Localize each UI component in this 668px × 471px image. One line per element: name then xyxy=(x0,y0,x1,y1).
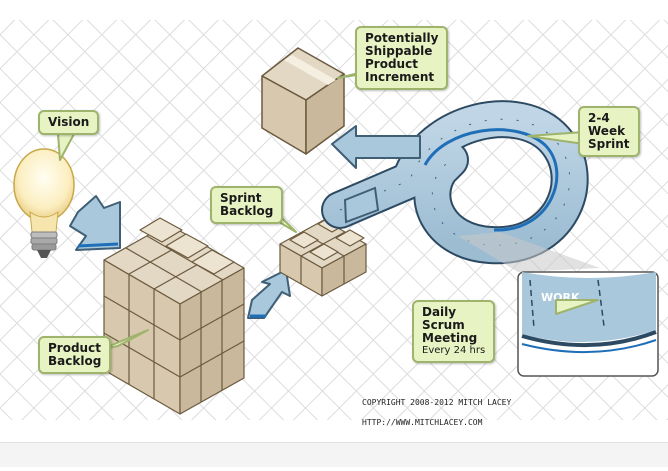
increment-line-1: Potentially xyxy=(365,31,439,45)
callout-vision: Vision xyxy=(38,110,100,135)
shippable-box-icon xyxy=(261,47,345,155)
sprint-line-1: 2-4 xyxy=(588,111,610,125)
arrow-backlog-to-sprint xyxy=(247,269,291,319)
increment-line-3: Product xyxy=(365,57,418,71)
callout-sprint: 2-4 Week Sprint xyxy=(578,106,640,157)
website-url: HTTP://WWW.MITCHLACEY.COM xyxy=(362,418,483,427)
increment-line-2: Shippable xyxy=(365,44,433,58)
callout-sprint-backlog: Sprint Backlog xyxy=(210,186,284,224)
sprint-line-2: Week xyxy=(588,124,626,138)
copyright-text: COPYRIGHT 2008-2012 MITCH LACEY xyxy=(362,398,512,407)
daily-scrum-frequency: Every 24 hrs xyxy=(422,345,486,356)
lightbulb-icon xyxy=(13,148,75,258)
product-backlog-cubes xyxy=(103,217,245,415)
increment-line-4: Increment xyxy=(365,70,435,84)
sprint-line-3: Sprint xyxy=(588,137,630,151)
daily-scrum-line-2: Scrum xyxy=(422,318,465,332)
product-backlog-line-2: Backlog xyxy=(48,354,102,368)
daily-scrum-line-1: Daily xyxy=(422,305,457,319)
sprint-backlog-line-2: Backlog xyxy=(220,204,274,218)
sprint-loop xyxy=(321,100,589,265)
work-zoom-inset: WORK xyxy=(458,232,659,377)
daily-scrum-line-3: Meeting xyxy=(422,331,478,345)
callout-increment: Potentially Shippable Product Increment xyxy=(355,26,449,90)
sprint-backlog-line-1: Sprint xyxy=(220,191,262,205)
sprint-backlog-cubes xyxy=(279,215,367,297)
callout-product-backlog: Product Backlog xyxy=(38,336,112,374)
arrow-vision-to-backlog xyxy=(69,195,121,251)
vision-label: Vision xyxy=(48,115,90,129)
callout-daily-scrum: Daily Scrum Meeting Every 24 hrs xyxy=(412,300,496,363)
footer-bar xyxy=(0,442,668,467)
product-backlog-line-1: Product xyxy=(48,341,101,355)
